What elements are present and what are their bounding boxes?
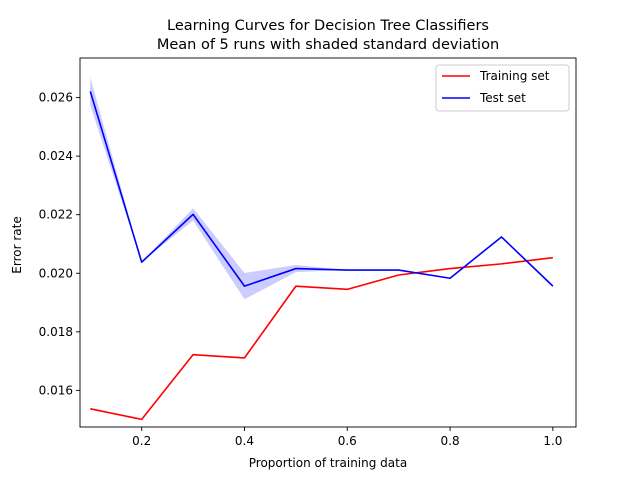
legend-label-1: Test set <box>479 91 526 105</box>
x-tick-label: 1.0 <box>543 434 562 448</box>
axes-frame <box>79 57 577 428</box>
chart-subtitle: Mean of 5 runs with shaded standard devi… <box>157 37 499 53</box>
x-tick-label: 0.8 <box>441 434 460 448</box>
chart-title: Learning Curves for Decision Tree Classi… <box>167 18 489 34</box>
x-tick-label: 0.6 <box>338 434 357 448</box>
y-tick-label: 0.024 <box>39 149 73 163</box>
x-tick-label: 0.4 <box>235 434 254 448</box>
y-tick-label: 0.020 <box>39 266 73 280</box>
y-tick-label: 0.026 <box>39 91 73 105</box>
y-tick-label: 0.016 <box>39 383 73 397</box>
series-line-1 <box>89 91 554 287</box>
plot-area: 0.2 0.4 0.6 0.8 1.0 0.016 0.018 0.020 0.022 0.024… <box>39 57 577 448</box>
legend: Training set Test set <box>435 64 570 112</box>
y-tick-label: 0.018 <box>39 325 73 339</box>
legend-label-0: Training set <box>479 69 550 83</box>
std-band-series-0 <box>90 257 553 420</box>
x-axis-label: Proportion of training data <box>249 456 407 470</box>
series-line-0 <box>90 256 553 421</box>
y-tick-label: 0.022 <box>39 208 73 222</box>
x-tick-label: 0.2 <box>132 434 151 448</box>
y-axis-label: Error rate <box>10 216 24 273</box>
